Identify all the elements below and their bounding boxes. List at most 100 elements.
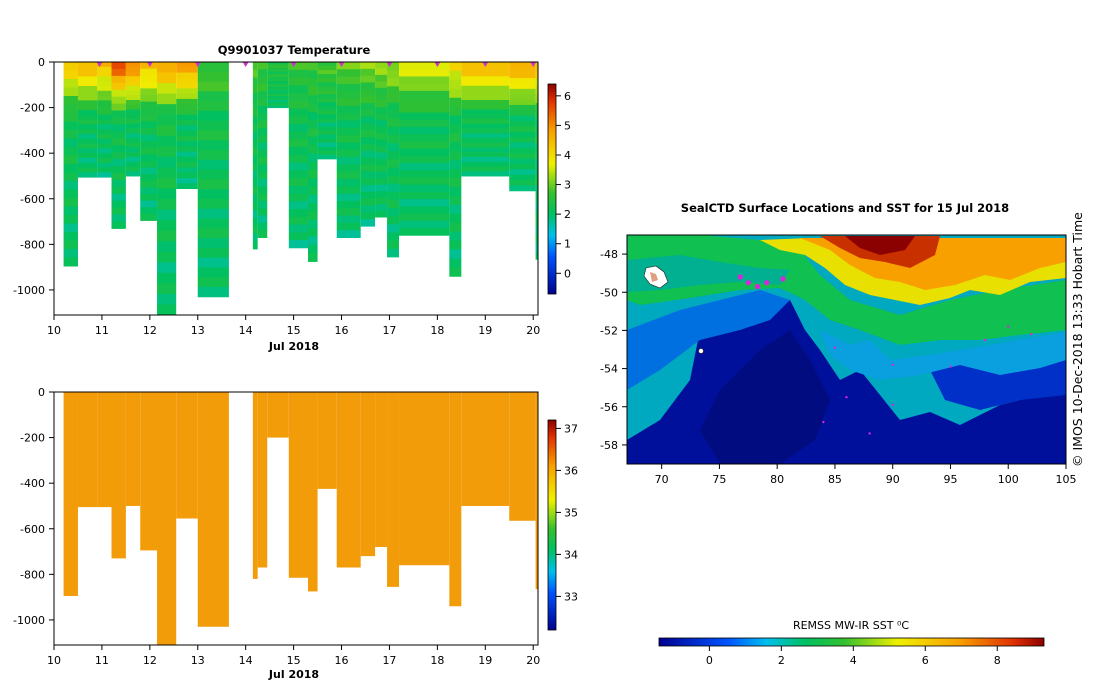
temperature-cell [176,119,198,126]
track-point [845,396,848,399]
temperature-cell [252,108,258,118]
temperature-cell [307,145,318,154]
temperature-cell [140,81,158,89]
temperature-cell [111,159,126,167]
temperature-cell [461,147,510,153]
temperature-cell [97,114,112,121]
temperature-cell [97,95,112,101]
temperature-cell [125,166,141,172]
temperature-cell [125,147,141,153]
temperature-cell [360,116,376,125]
temperature-cell [111,103,126,112]
temperature-cell [140,128,158,136]
temperature-cell [288,154,308,164]
y-tick-label: -400 [20,147,45,160]
temperature-cell [77,129,98,135]
temperature-cell [509,158,536,165]
temperature-cell [252,69,258,79]
temperature-cell [535,119,538,129]
temperature-cell [176,77,198,84]
colorbar-tick-label: 0 [564,267,571,280]
salinity-cell [125,392,141,506]
temperature-cell [140,213,158,221]
temperature-cell [449,178,462,188]
temperature-cell [197,62,229,73]
temperature-cell [267,98,289,101]
temperature-cell [97,90,112,97]
temperature-cell [317,110,337,115]
track-point [764,280,770,286]
temperature-cell [125,123,141,129]
temperature-cell [157,199,177,211]
temperature-cell [111,110,126,118]
lat-tick-label: -58 [600,439,618,452]
temperature-cell [252,178,258,188]
temperature-cell [111,117,126,125]
temperature-cell [140,154,158,162]
temperature-cell [157,188,177,200]
profile-marker [386,62,393,67]
colorbar-tick-label: 5 [564,119,571,132]
temperature-cell [63,129,78,139]
lon-tick-label: 90 [886,473,900,486]
temperature-cell [360,212,376,220]
sst-colorbar-tick-label: 6 [922,654,929,667]
temperature-cell [197,130,229,141]
temperature-cell [509,94,536,101]
temperature-cell [77,138,98,145]
temperature-cell [125,156,141,163]
temperature-cell [267,62,289,65]
temperature-cell [535,218,538,227]
temperature-cell [336,208,361,217]
temperature-cell [252,100,258,110]
temperature-cell [399,170,450,178]
lat-tick-label: -50 [600,286,618,299]
temperature-cell [63,223,78,233]
temperature-cell [375,62,388,69]
temperature-cell [399,105,450,114]
temperature-cell [140,121,158,129]
temperature-cell [176,177,198,184]
temperature-cell [267,94,289,97]
temperature-cell [399,62,450,70]
temperature-cell [387,86,400,95]
temperature-cell [535,168,538,178]
temperature-cell [157,304,177,316]
temperature-cell [140,194,158,202]
temperature-cell [197,169,229,180]
temperature-cell [375,87,388,95]
temperature-cell [387,94,400,104]
temperature-cell [317,62,337,67]
temperature-cell [461,85,510,91]
temperature-cell [387,216,400,225]
colorbar-tick-label: 36 [564,464,578,477]
temperature-cell [360,68,376,77]
temperature-cell [257,230,268,239]
temperature-cell [317,130,337,136]
temperature-cell [360,96,376,104]
colorbar-tick-label: 2 [564,208,571,221]
temperature-cell [399,228,450,236]
temperature-cell [288,185,308,195]
temperature-cell [399,126,450,135]
temperature-cell [360,185,376,193]
temperature-cell [360,130,376,138]
temperature-cell [387,135,400,144]
temperature-cell [317,118,337,124]
temperature-cell [387,248,400,258]
temperature-cell [461,66,510,72]
temperature-cell [257,127,268,136]
temperature-cell [375,126,388,134]
x-tick-label: 20 [526,324,540,337]
track-point [868,432,871,435]
temperature-cell [197,228,229,239]
temperature-cell [535,144,538,153]
temperature-cell [375,81,388,89]
temperature-cell [157,93,177,105]
temperature-cell [535,62,538,71]
track-point [780,276,786,282]
temperature-cell [317,122,337,128]
temperature-cell [449,169,462,179]
profile-marker [290,62,297,67]
temperature-cell [77,90,98,97]
